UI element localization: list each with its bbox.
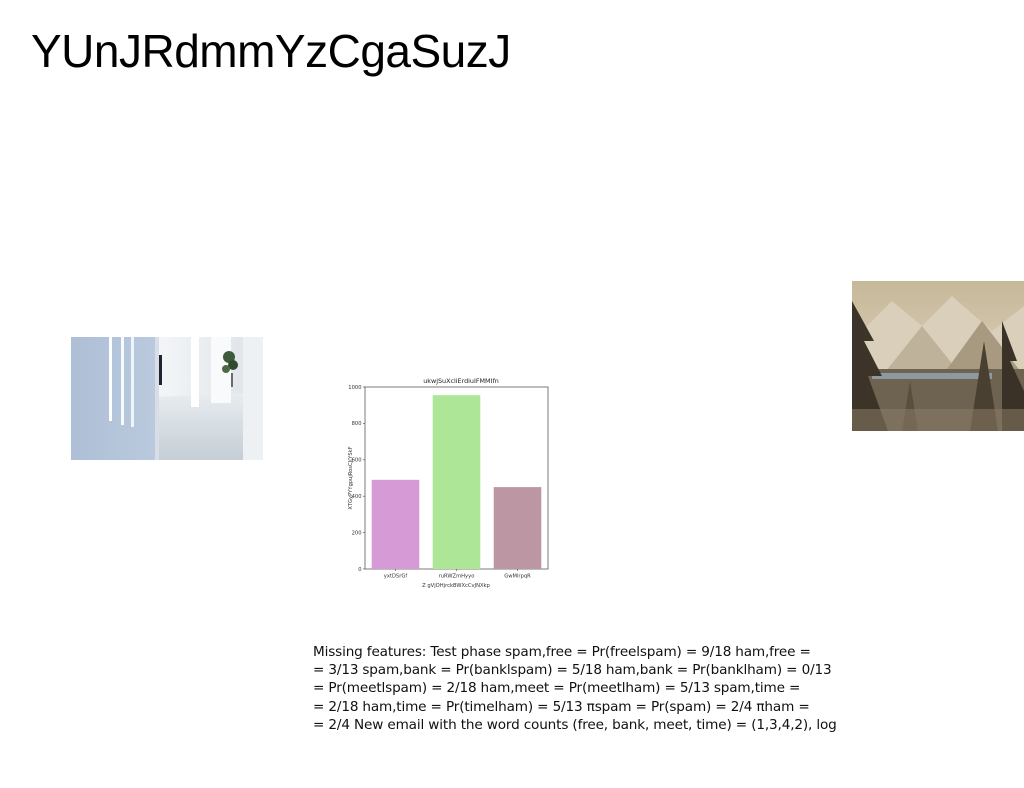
x-axis-ticks: yxtDSrGf ruRWZmHyyo GwMirpqR (384, 569, 531, 580)
x-tick-label: ruRWZmHyyo (439, 574, 475, 580)
bar-chart: ukwjSuXcliErdiuIFMMIfn 0 200 400 600 800 1000… (340, 372, 556, 594)
y-tick-label: 200 (352, 530, 362, 536)
bar (433, 395, 481, 569)
mountain-photo (852, 281, 1024, 431)
text-line: Missing features: Test phase spam,free … (313, 643, 913, 661)
text-line: = 3/13 spam,bank = Pr(banklspam) = 5/18… (313, 661, 913, 679)
bar-chart-svg: ukwjSuXcliErdiuIFMMIfn 02004006008001000… (340, 372, 556, 594)
text-line: = Pr(meetlspam) = 2/18 ham,meet = Pr(me… (313, 679, 913, 697)
hallway-photo (71, 337, 263, 460)
chart-title: ukwjSuXcliErdiuIFMMIfn (423, 377, 499, 385)
bar (494, 487, 542, 569)
body-paragraph: Missing features: Test phase spam,free … (313, 643, 913, 734)
text-line: = 2/4 New email with the word counts (fr… (313, 716, 913, 734)
mountain-image (852, 281, 1024, 431)
bars-group (372, 395, 542, 569)
text-line: = 2/18 ham,time = Pr(timelham) = 5/13 π… (313, 698, 913, 716)
y-tick-label: 0 (358, 567, 361, 573)
x-axis-label: Z gVjOHjrckBWXcCvJNXkp (422, 583, 490, 589)
hallway-image (71, 337, 263, 460)
x-tick-label: yxtDSrGf (384, 574, 408, 580)
x-tick-label: GwMirpqR (504, 574, 531, 580)
y-tick-label: 800 (352, 421, 362, 427)
y-axis-label: XTGyPYYgpujRosCJ(YSkF (348, 446, 354, 509)
bar (372, 480, 420, 569)
page-title: YUnJRdmmYzCgaSuzJ (31, 24, 511, 78)
y-tick-label: 1000 (348, 385, 361, 391)
